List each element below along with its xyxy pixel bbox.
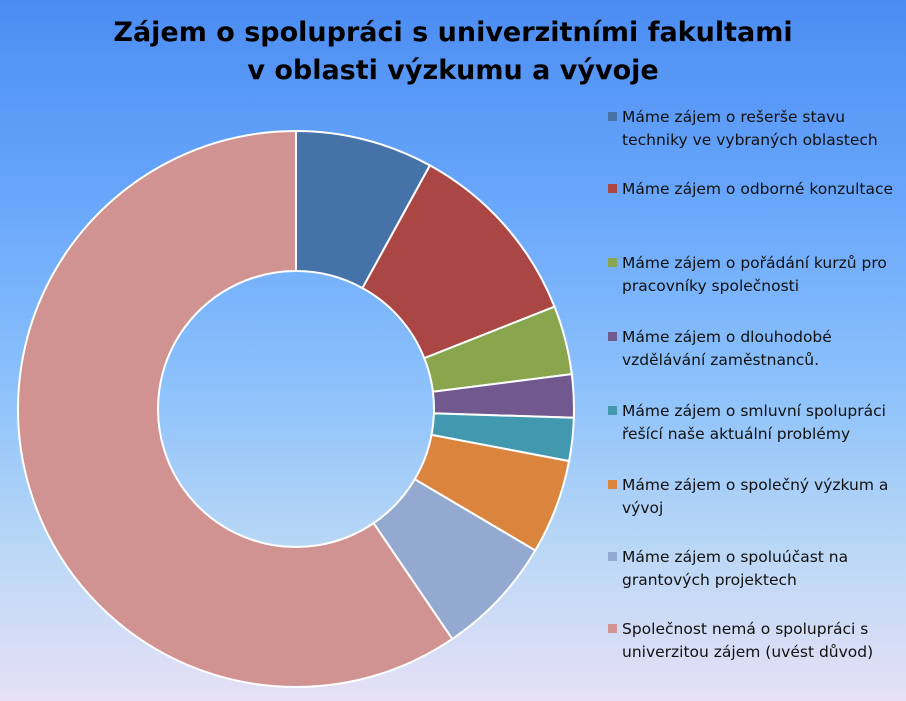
legend-swatch [608,258,617,267]
legend-swatch [608,480,617,489]
legend-label: Máme zájem o společný výzkum a vývoj [622,476,889,517]
legend-label: Máme zájem o pořádání kurzů pro pracovní… [622,254,887,295]
legend-swatch [608,112,617,121]
doughnut-chart [17,129,575,688]
legend-swatch [608,624,617,633]
doughnut-slice-8 [17,129,454,688]
legend-label: Společnost nemá o spolupráci s univerzit… [622,620,874,661]
legend-swatch [608,184,617,193]
legend-label: Máme zájem o odborné konzultace [622,180,894,198]
legend-swatch [608,552,617,561]
legend-label: Máme zájem o smluvní spolupráci řešící n… [622,402,886,443]
legend-label: Máme zájem o spoluúčast na grantových pr… [622,548,849,589]
chart-title: Zájem o spolupráci s univerzitními fakul… [0,14,906,90]
legend-label: Máme zájem o rešerše stavu techniky ve v… [622,108,878,149]
legend-swatch [608,406,617,415]
chart-title-line-1: Zájem o spolupráci s univerzitními fakul… [113,17,793,48]
legend-label: Máme zájem o dlouhodobé vzdělávání zaměs… [622,328,832,369]
chart-title-line-2: v oblasti výzkumu a vývoje [247,55,659,86]
legend-swatch [608,332,617,341]
